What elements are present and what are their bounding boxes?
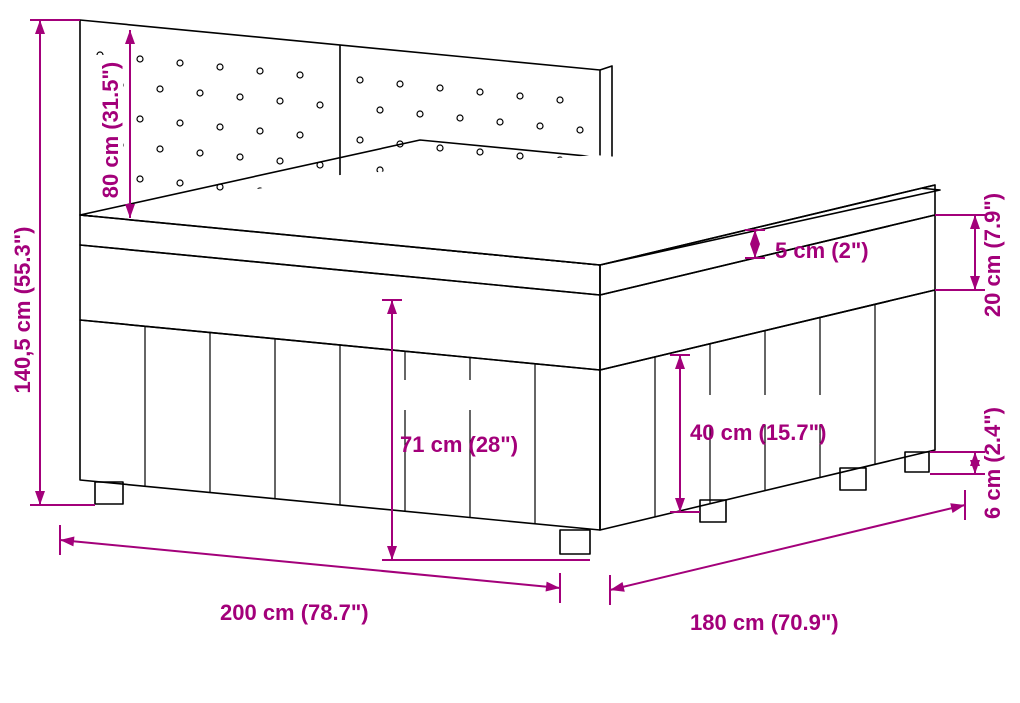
legs — [95, 452, 929, 554]
dim-seat-height: 71 cm (28") — [382, 300, 590, 560]
dim-mattress-height-label: 20 cm (7.9") — [980, 193, 1005, 317]
dim-topper-height-label: 5 cm (2") — [775, 238, 869, 263]
dim-leg-height: 6 cm (2.4") — [930, 407, 1005, 519]
dim-headboard-height: 80 cm (31.5") — [95, 30, 135, 218]
dim-depth-label: 200 cm (78.7") — [220, 600, 369, 625]
base-left-panels — [145, 326, 535, 524]
dim-seat-height-label: 71 cm (28") — [400, 432, 518, 457]
dim-width: 180 cm (70.9") — [609, 490, 966, 635]
dim-depth: 200 cm (78.7") — [59, 525, 560, 625]
dim-total-height: 140,5 cm (55.3") — [10, 20, 95, 505]
dim-leg-height-label: 6 cm (2.4") — [980, 407, 1005, 519]
dim-base-height-label: 40 cm (15.7") — [690, 420, 826, 445]
dim-mattress-height: 20 cm (7.9") — [935, 193, 1005, 317]
dim-width-label: 180 cm (70.9") — [690, 610, 839, 635]
dim-total-height-label: 140,5 cm (55.3") — [10, 227, 35, 394]
dim-headboard-height-label: 80 cm (31.5") — [98, 62, 123, 198]
